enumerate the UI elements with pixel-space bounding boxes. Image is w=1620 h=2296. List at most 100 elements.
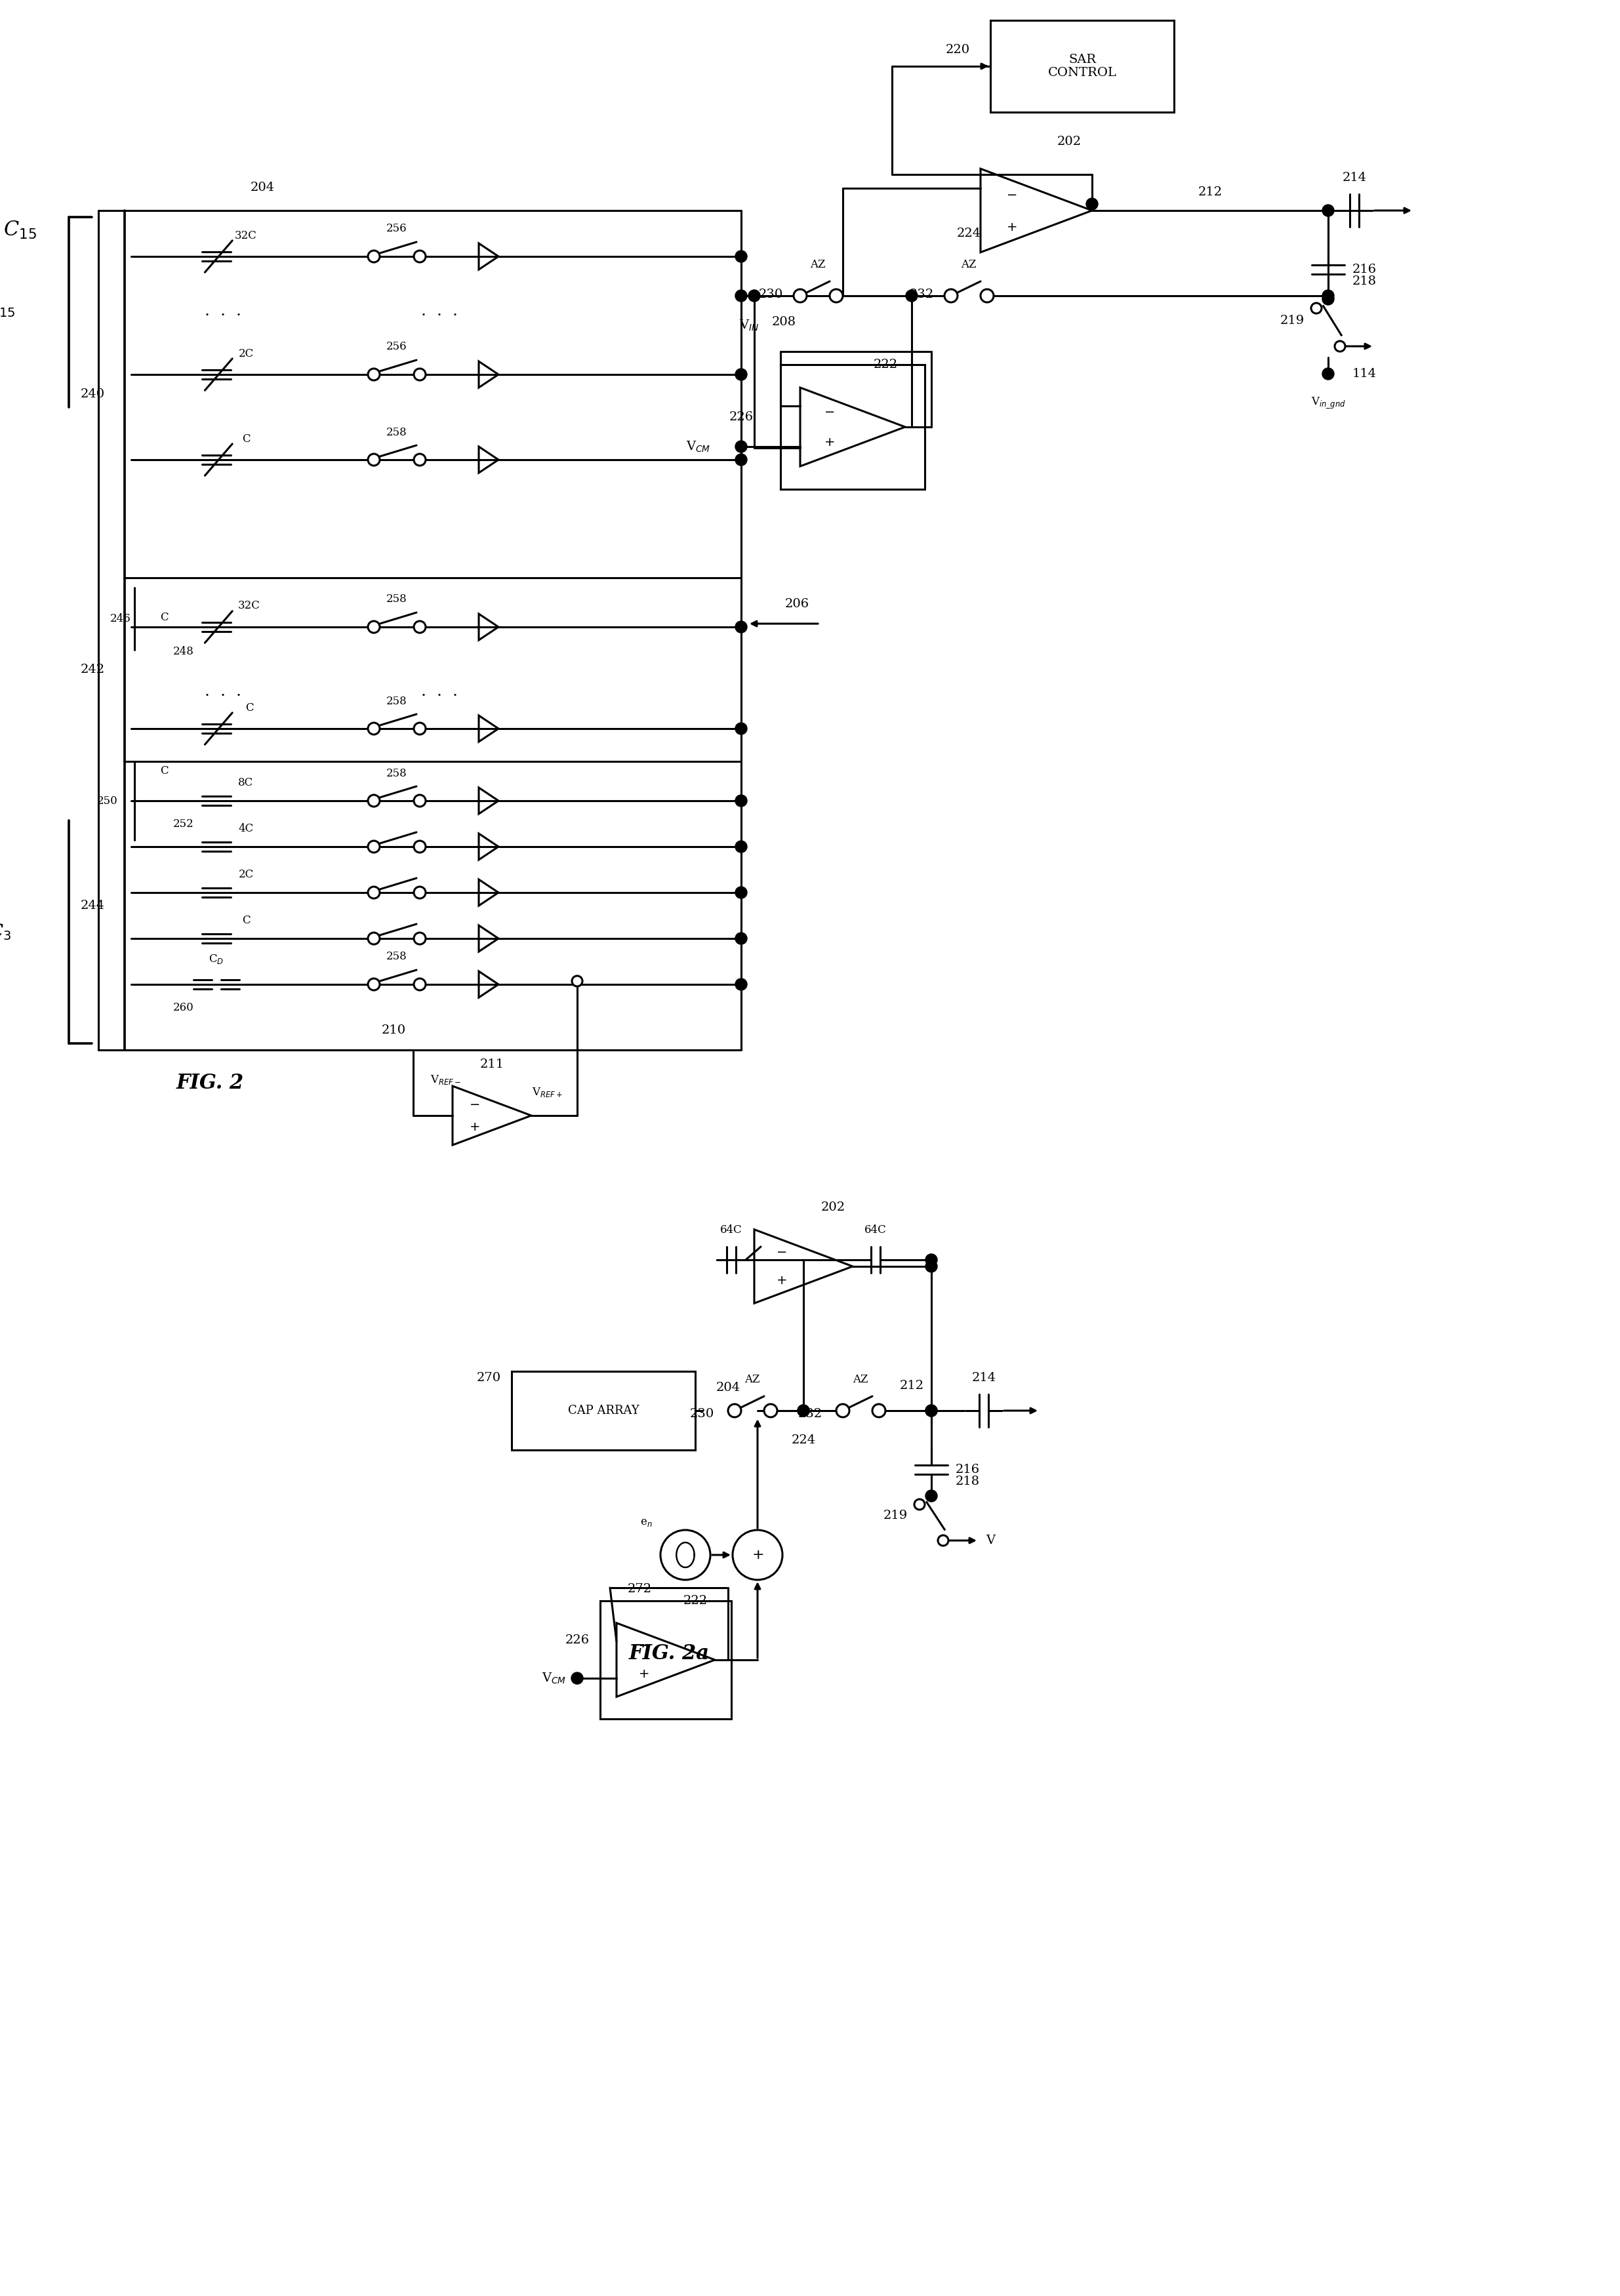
Text: C: C (241, 914, 249, 925)
Circle shape (413, 840, 426, 852)
Text: C: C (241, 434, 249, 445)
Text: 242: 242 (81, 664, 105, 675)
Text: 232: 232 (797, 1407, 823, 1419)
Text: 216: 216 (956, 1465, 980, 1476)
Text: 202: 202 (1056, 135, 1081, 147)
Text: 64C: 64C (865, 1224, 886, 1235)
Circle shape (368, 455, 379, 466)
Circle shape (368, 723, 379, 735)
Text: 206: 206 (784, 597, 808, 611)
Text: V$_{CM}$: V$_{CM}$ (687, 439, 711, 455)
Text: 114: 114 (1353, 367, 1377, 379)
Circle shape (413, 932, 426, 944)
Circle shape (368, 978, 379, 990)
Text: C: C (245, 703, 253, 714)
Text: 211: 211 (480, 1058, 504, 1070)
Text: 230: 230 (690, 1407, 714, 1419)
Circle shape (1322, 294, 1333, 305)
Text: 222: 222 (873, 358, 897, 370)
Circle shape (413, 620, 426, 634)
Text: 226: 226 (565, 1635, 590, 1646)
Circle shape (413, 455, 426, 466)
Text: 214: 214 (1343, 172, 1367, 184)
Text: $-$: $-$ (468, 1097, 480, 1109)
Circle shape (925, 1254, 938, 1265)
Bar (781, 365, 925, 489)
Text: AZ: AZ (852, 1373, 868, 1384)
Circle shape (368, 620, 379, 634)
Circle shape (925, 1261, 938, 1272)
Text: FIG. 2: FIG. 2 (177, 1072, 243, 1093)
Circle shape (914, 1499, 925, 1511)
Circle shape (735, 886, 747, 898)
Circle shape (872, 1405, 886, 1417)
Circle shape (735, 794, 747, 806)
Text: 4C: 4C (238, 822, 254, 833)
Circle shape (735, 441, 747, 452)
Text: $+$: $+$ (468, 1120, 480, 1134)
Text: 210: 210 (381, 1024, 405, 1035)
Text: 216: 216 (1353, 264, 1377, 276)
Circle shape (413, 370, 426, 381)
Circle shape (735, 620, 747, 634)
Text: 256: 256 (387, 342, 407, 354)
Text: 226: 226 (729, 411, 753, 422)
Text: C$_D$: C$_D$ (209, 953, 224, 967)
Text: SAR
CONTROL: SAR CONTROL (1048, 53, 1116, 78)
Text: 208: 208 (771, 317, 795, 328)
Text: $-$: $-$ (823, 406, 834, 418)
Circle shape (368, 886, 379, 898)
Text: V$_{CM}$: V$_{CM}$ (543, 1671, 567, 1685)
Text: 244: 244 (81, 900, 105, 912)
Circle shape (735, 978, 747, 990)
Text: 258: 258 (387, 951, 407, 962)
Text: 230: 230 (758, 289, 782, 301)
Text: 252: 252 (173, 817, 194, 829)
Circle shape (794, 289, 807, 303)
Text: $+$: $+$ (823, 436, 834, 448)
Circle shape (368, 794, 379, 806)
Text: 232: 232 (909, 289, 933, 301)
Text: ·  ·  ·: · · · (204, 689, 241, 703)
Circle shape (368, 932, 379, 944)
Text: CAP ARRAY: CAP ARRAY (567, 1405, 638, 1417)
Circle shape (735, 289, 747, 301)
Circle shape (925, 1490, 938, 1502)
Circle shape (1322, 289, 1333, 301)
Circle shape (735, 370, 747, 381)
Circle shape (413, 794, 426, 806)
Text: $+$: $+$ (752, 1548, 763, 1561)
Text: 212: 212 (1197, 186, 1221, 197)
Text: C$_{15}$: C$_{15}$ (3, 220, 36, 241)
Text: V$_{IN}$: V$_{IN}$ (739, 319, 758, 333)
Text: 212: 212 (899, 1380, 923, 1391)
Circle shape (1322, 204, 1333, 216)
Text: ·  ·  ·: · · · (421, 308, 458, 324)
Text: 2C: 2C (238, 349, 254, 358)
Circle shape (829, 289, 842, 303)
Text: 32C: 32C (235, 230, 258, 241)
Text: e$_n$: e$_n$ (640, 1518, 653, 1527)
Text: C: C (160, 611, 168, 622)
Text: 218: 218 (1353, 276, 1377, 287)
Circle shape (938, 1536, 948, 1545)
Text: V: V (985, 1534, 995, 1548)
Text: 202: 202 (821, 1201, 846, 1212)
Text: AZ: AZ (810, 259, 826, 271)
Circle shape (797, 1405, 810, 1417)
Text: $-$: $-$ (638, 1639, 650, 1651)
Text: 224: 224 (791, 1435, 815, 1446)
Text: 260: 260 (173, 1001, 194, 1013)
Circle shape (925, 1405, 938, 1417)
Text: FIG. 2a: FIG. 2a (629, 1644, 710, 1665)
Circle shape (1085, 197, 1098, 209)
Circle shape (1335, 342, 1345, 351)
Text: C: C (160, 765, 168, 776)
Text: 220: 220 (946, 44, 970, 55)
Text: 8C: 8C (238, 776, 254, 788)
Circle shape (797, 1405, 810, 1417)
Text: ·  ·  ·: · · · (421, 689, 458, 703)
Bar (512, 1371, 695, 1451)
Circle shape (1311, 303, 1322, 315)
Text: C$_3$: C$_3$ (0, 923, 11, 941)
